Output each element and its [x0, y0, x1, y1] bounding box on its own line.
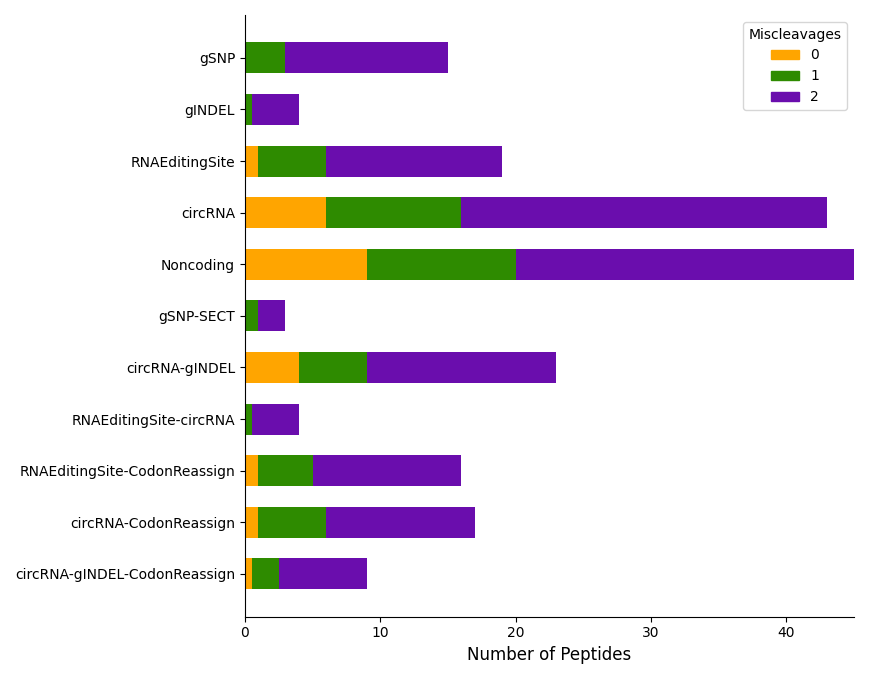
Bar	[279, 558, 367, 589]
Bar	[245, 197, 326, 228]
Bar	[252, 558, 279, 589]
Bar	[245, 455, 258, 486]
Bar	[326, 507, 475, 538]
Bar	[252, 403, 299, 435]
Bar	[245, 42, 285, 73]
Bar	[258, 300, 285, 331]
Bar	[245, 300, 258, 331]
Bar	[313, 455, 461, 486]
Legend: 0, 1, 2: 0, 1, 2	[743, 22, 847, 110]
Bar	[245, 352, 299, 383]
Bar	[258, 145, 326, 177]
Bar	[245, 507, 258, 538]
Bar	[515, 249, 854, 280]
Bar	[245, 145, 258, 177]
Bar	[258, 455, 313, 486]
Bar	[326, 197, 461, 228]
Bar	[367, 352, 556, 383]
Bar	[245, 249, 367, 280]
Bar	[258, 507, 326, 538]
Bar	[245, 403, 252, 435]
Bar	[461, 197, 827, 228]
X-axis label: Number of Peptides: Number of Peptides	[468, 646, 632, 664]
Bar	[245, 94, 252, 125]
Bar	[285, 42, 448, 73]
Bar	[326, 145, 502, 177]
Bar	[367, 249, 515, 280]
Bar	[245, 558, 252, 589]
Bar	[252, 94, 299, 125]
Bar	[299, 352, 367, 383]
